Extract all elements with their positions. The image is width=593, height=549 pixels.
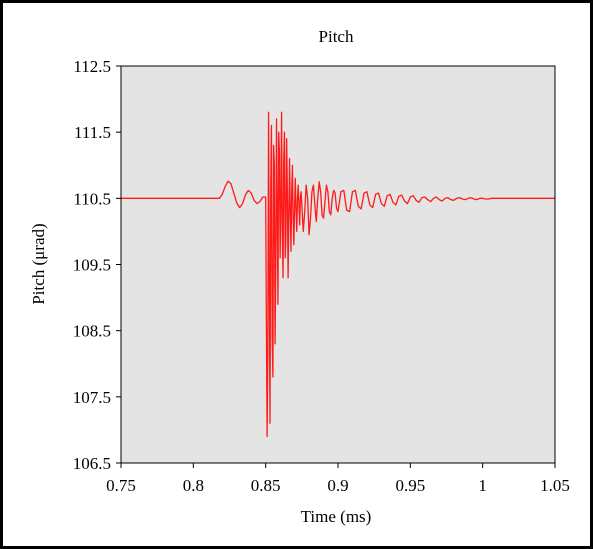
y-tick-label: 109.5	[73, 256, 111, 275]
series-layer	[121, 111, 555, 438]
y-tick-label: 110.5	[73, 189, 111, 208]
y-tick-label: 106.5	[73, 454, 111, 473]
series-line-pitch	[121, 111, 555, 438]
y-tick-label: 111.5	[74, 123, 111, 142]
chart-title: Pitch	[319, 27, 354, 46]
y-tick-label: 107.5	[73, 388, 111, 407]
y-tick-label: 112.5	[73, 57, 111, 76]
y-axis-label: Pitch (μrad)	[29, 223, 48, 304]
x-tick-label: 0.75	[106, 476, 136, 495]
x-axis-label: Time (ms)	[301, 507, 372, 526]
plot-area	[121, 66, 555, 463]
x-tick-label: 0.85	[251, 476, 281, 495]
x-tick-label: 0.9	[327, 476, 348, 495]
x-tick-label: 0.8	[183, 476, 204, 495]
x-tick-label: 1	[478, 476, 487, 495]
tick-layer: 0.75 0.8 0.85 0.9 0.95 1 1.05 112.5 111.5 110.5 10…	[73, 57, 570, 495]
y-tick-label: 108.5	[73, 322, 111, 341]
x-tick-label: 0.95	[395, 476, 425, 495]
x-tick-label: 1.05	[540, 476, 570, 495]
